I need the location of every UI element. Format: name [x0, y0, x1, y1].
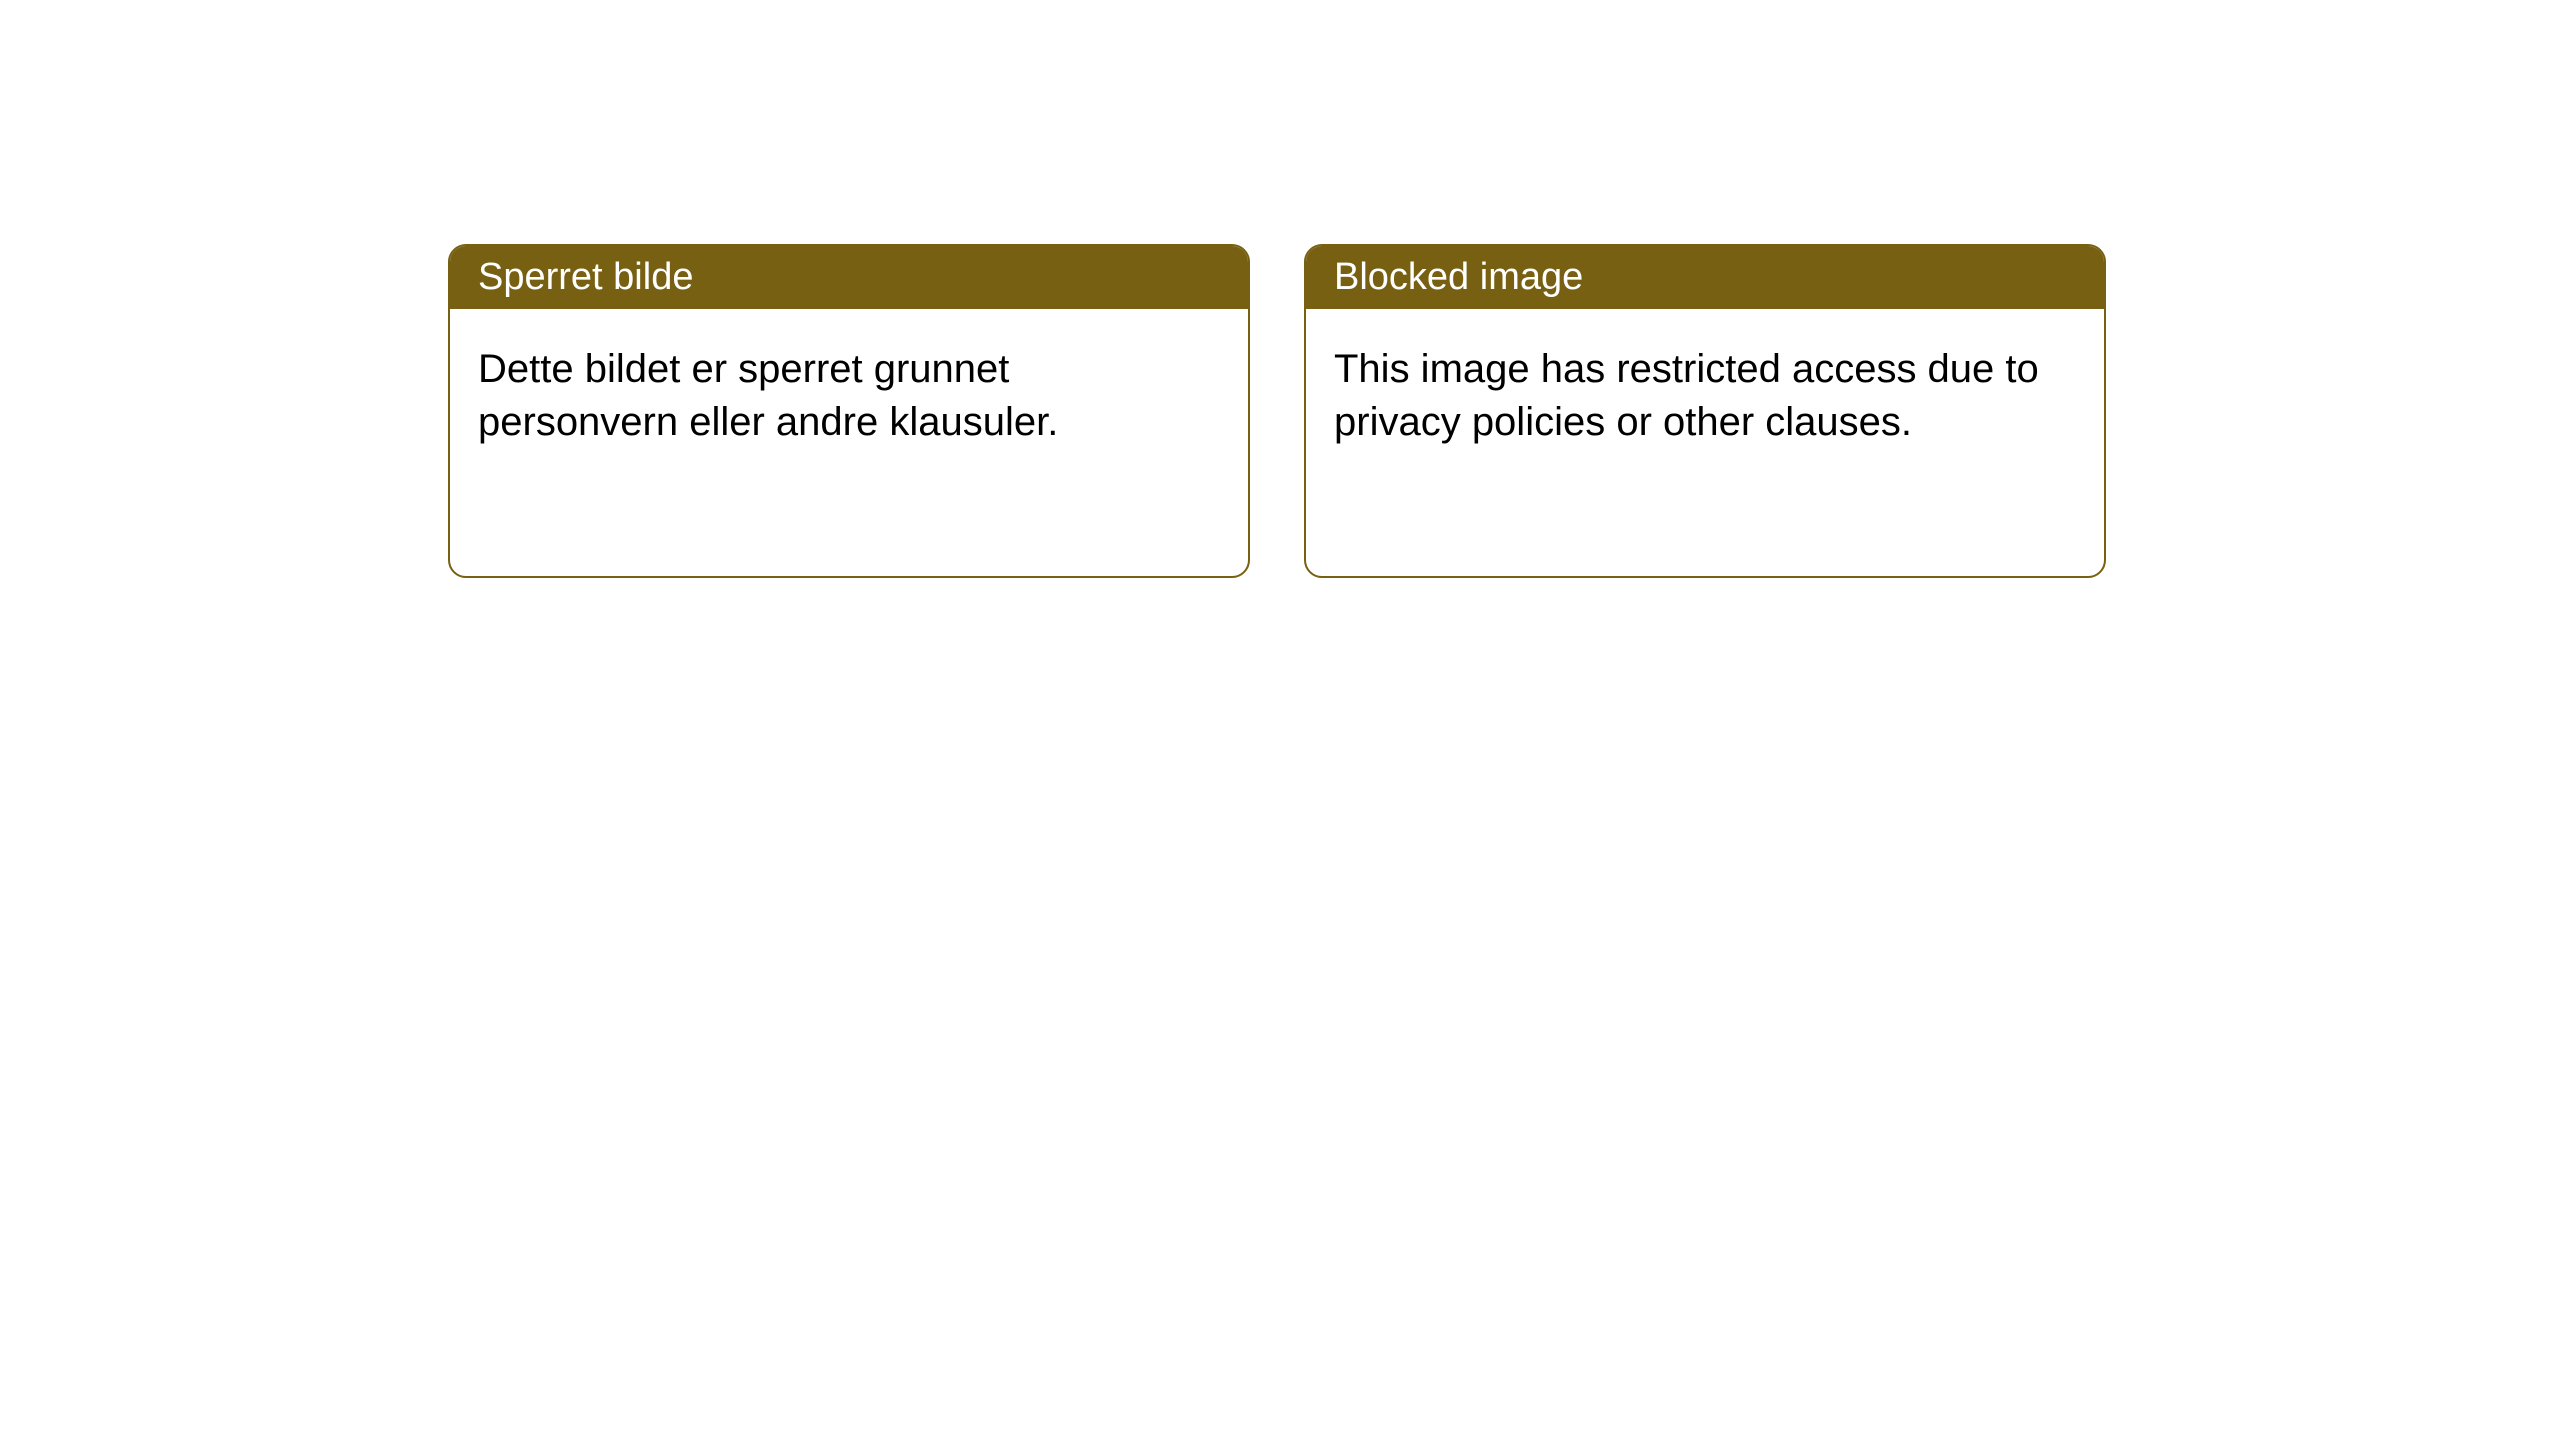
card-header: Sperret bilde — [450, 246, 1248, 309]
card-header: Blocked image — [1306, 246, 2104, 309]
card-header-title: Sperret bilde — [478, 256, 693, 298]
card-body-text: This image has restricted access due to … — [1334, 347, 2039, 444]
card-body-text: Dette bildet er sperret grunnet personve… — [478, 347, 1058, 444]
card-body: Dette bildet er sperret grunnet personve… — [450, 309, 1248, 483]
card-header-title: Blocked image — [1334, 256, 1583, 298]
notice-card-english: Blocked image This image has restricted … — [1304, 244, 2106, 578]
notice-card-norwegian: Sperret bilde Dette bildet er sperret gr… — [448, 244, 1250, 578]
card-body: This image has restricted access due to … — [1306, 309, 2104, 483]
cards-container: Sperret bilde Dette bildet er sperret gr… — [448, 244, 2106, 578]
